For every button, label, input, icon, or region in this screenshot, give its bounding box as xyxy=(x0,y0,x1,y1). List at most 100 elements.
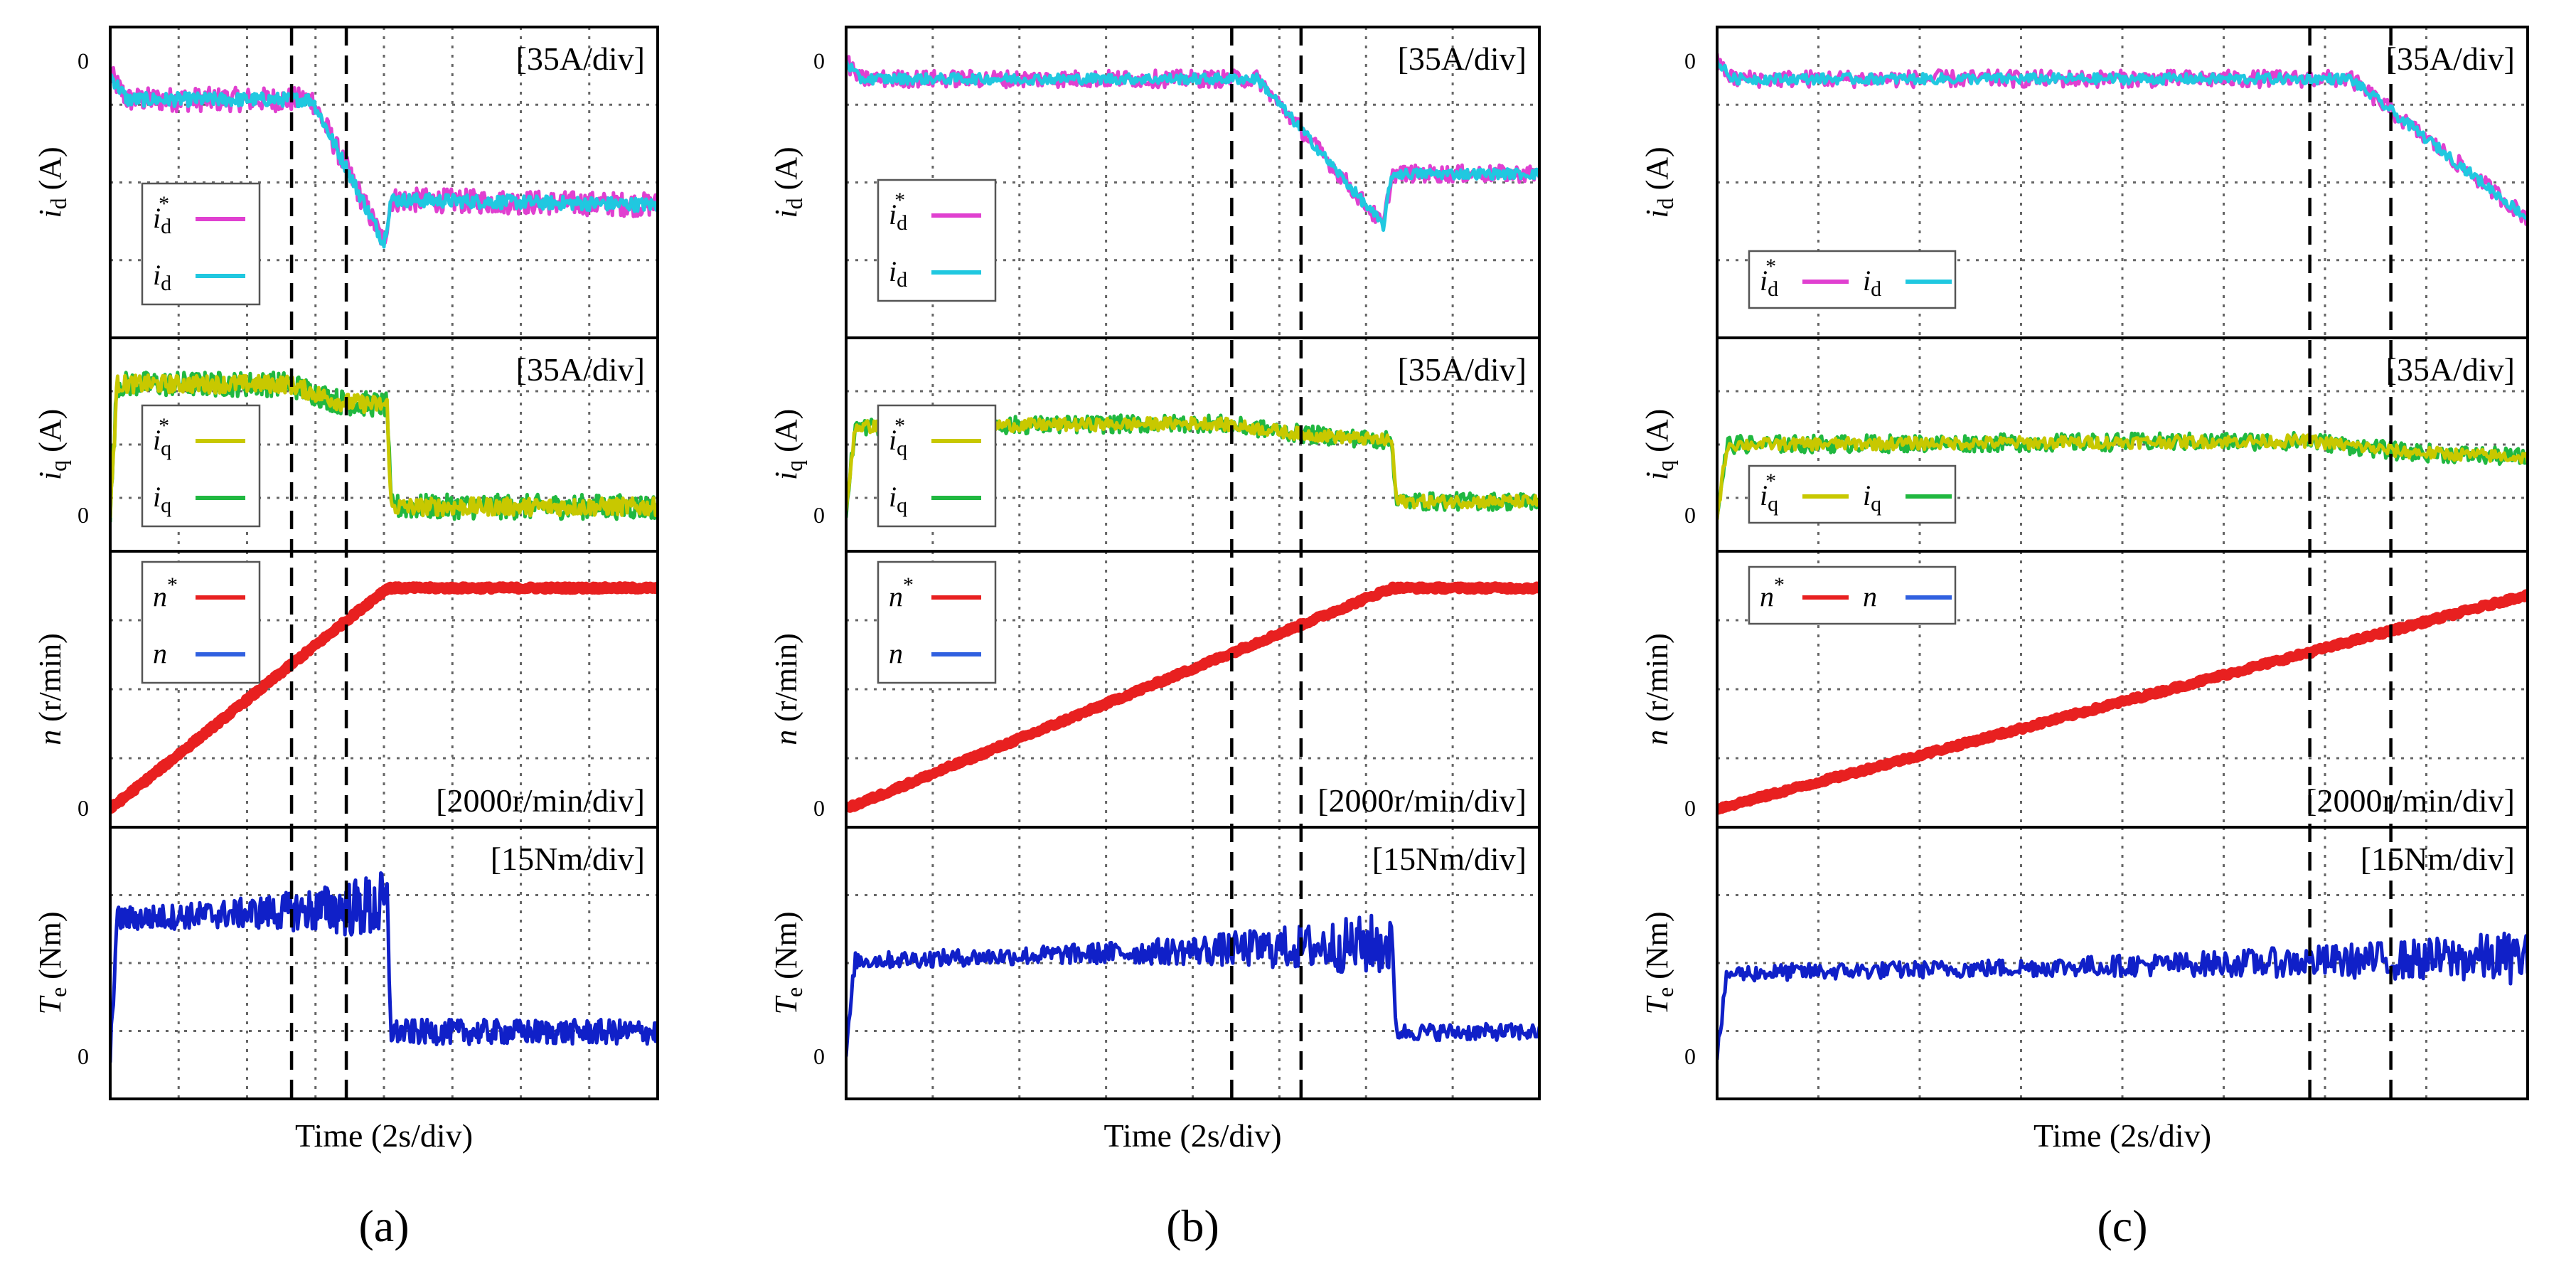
series-group-id xyxy=(1717,53,2528,226)
scale-label-iq: [35A/div] xyxy=(1398,351,1527,388)
zero-label: 0 xyxy=(78,48,89,74)
ylabel-te: Te (Nm) xyxy=(33,912,71,1015)
series-group-te xyxy=(846,913,1539,1057)
series-i-q-ref xyxy=(1717,433,2528,520)
grid-n xyxy=(1717,551,2528,827)
ylabel-iq: iq (A) xyxy=(769,409,807,480)
subplot-iq-a: 0 iq (A) [35A/div] iq* iq xyxy=(33,336,659,553)
legend-label: iq* xyxy=(889,414,907,460)
legend-box xyxy=(141,182,261,306)
subplot-te-a: 0 Te (Nm) [15Nm/div] xyxy=(33,826,659,1100)
legend-iq: iq* iq xyxy=(141,404,261,528)
scale-label-id: [35A/div] xyxy=(1398,41,1527,77)
subplot-id-b: 0 id (A) [35A/div] id* id xyxy=(769,26,1541,339)
legend-id: id* id xyxy=(1748,250,1957,309)
legend-n: n* n xyxy=(1748,565,1957,625)
zero-label: 0 xyxy=(813,1043,825,1069)
series-t-e xyxy=(1717,931,2528,1060)
ylabel-id: id (A) xyxy=(33,147,71,218)
series-i-d xyxy=(1717,60,2528,221)
legend-id: id* id xyxy=(141,182,261,306)
legend-label: id xyxy=(1863,265,1881,301)
legend-box xyxy=(141,560,261,684)
legend-iq: iq* iq xyxy=(1748,464,1957,524)
caption: (a) xyxy=(358,1201,409,1251)
legend-label: iq* xyxy=(153,414,171,460)
legend-box xyxy=(877,560,997,684)
panel-c: 0 id (A) [35A/div] id* id 0iq (A) [35A/div] iq*… xyxy=(1640,26,2529,1251)
ylabel-iq: iq (A) xyxy=(1640,409,1678,480)
subplot-id-c: 0 id (A) [35A/div] id* id xyxy=(1640,26,2529,339)
series-group-id xyxy=(110,65,658,249)
ylabel-te: Te (Nm) xyxy=(1640,912,1678,1015)
scale-label-te: [15Nm/div] xyxy=(2361,841,2515,877)
zero-label: 0 xyxy=(1684,1043,1696,1069)
legend-label: n* xyxy=(1760,573,1785,612)
ylabel-iq: iq (A) xyxy=(33,409,71,480)
legend-label: n xyxy=(153,637,167,669)
ylabel-n: n (r/min) xyxy=(1640,633,1674,745)
ylabel-te: Te (Nm) xyxy=(769,912,807,1015)
series-i-d xyxy=(846,60,1539,232)
legend-label: n xyxy=(889,637,903,669)
caption: (c) xyxy=(2097,1201,2147,1251)
legend-label: n* xyxy=(889,573,914,612)
series-t-e xyxy=(110,871,658,1063)
zero-label: 0 xyxy=(1684,48,1696,74)
series-group-n xyxy=(1717,589,2528,815)
series-group-iq xyxy=(1717,430,2528,520)
scale-label-n: [2000r/min/div] xyxy=(436,782,645,819)
subplot-te-b: 0 Te (Nm) [15Nm/div] xyxy=(769,826,1541,1100)
series-i-d xyxy=(110,73,658,249)
legend-box xyxy=(877,179,997,302)
subplot-iq-b: 0iq (A) [35A/div] iq* iq xyxy=(769,336,1541,553)
zero-label: 0 xyxy=(813,795,825,821)
scale-label-n: [2000r/min/div] xyxy=(1318,782,1527,819)
zero-label: 0 xyxy=(78,1043,89,1069)
subplot-iq-c: 0iq (A) [35A/div] iq* iq xyxy=(1640,336,2529,553)
scale-label-id: [35A/div] xyxy=(516,41,645,77)
legend-label: id* xyxy=(1760,255,1778,301)
legend-label: iq xyxy=(1863,479,1881,516)
legend-label: iq xyxy=(889,481,907,517)
ylabel-id: id (A) xyxy=(1640,147,1678,218)
series-group-n xyxy=(110,581,658,814)
series-group-te xyxy=(110,871,658,1063)
xlabel: Time (2s/div) xyxy=(295,1117,473,1154)
legend-label: n xyxy=(1863,580,1877,612)
zero-label: 0 xyxy=(813,502,825,528)
series-t-e xyxy=(846,913,1539,1057)
scale-label-te: [15Nm/div] xyxy=(491,841,645,877)
legend-n: n* n xyxy=(877,560,997,684)
zero-label: 0 xyxy=(1684,502,1696,528)
subplot-frame xyxy=(109,826,659,1100)
legend-box xyxy=(141,404,261,528)
legend-label: id* xyxy=(153,192,171,238)
legend-label: n* xyxy=(153,573,178,612)
subplot-n-b: 0 n (r/min) [2000r/min/div] n* n xyxy=(769,550,1541,829)
zero-label: 0 xyxy=(813,48,825,74)
legend-n: n* n xyxy=(141,560,261,684)
legend-iq: iq* iq xyxy=(877,404,997,528)
subplot-frame xyxy=(845,826,1541,1100)
ylabel-n: n (r/min) xyxy=(33,633,68,745)
ylabel-n: n (r/min) xyxy=(769,633,803,745)
caption: (b) xyxy=(1166,1201,1219,1251)
series-group-id xyxy=(846,55,1539,232)
series-n-ref xyxy=(1717,589,2528,815)
series-group-n xyxy=(846,581,1539,813)
scale-label-n: [2000r/min/div] xyxy=(2306,782,2515,819)
series-n-ref xyxy=(110,581,658,814)
series-group-iq xyxy=(110,371,658,523)
panel-a: 0 id (A) [35A/div] id* id 0 iq (A) [35A/div] iq*… xyxy=(33,26,659,1251)
legend-label: iq* xyxy=(1760,469,1778,516)
legend-label: id xyxy=(153,259,171,295)
xlabel: Time (2s/div) xyxy=(2033,1117,2211,1154)
legend-box xyxy=(877,404,997,528)
zero-label: 0 xyxy=(1684,795,1696,821)
series-n-ref xyxy=(846,581,1539,813)
zero-label: 0 xyxy=(78,795,89,821)
scale-label-iq: [35A/div] xyxy=(2386,351,2515,388)
